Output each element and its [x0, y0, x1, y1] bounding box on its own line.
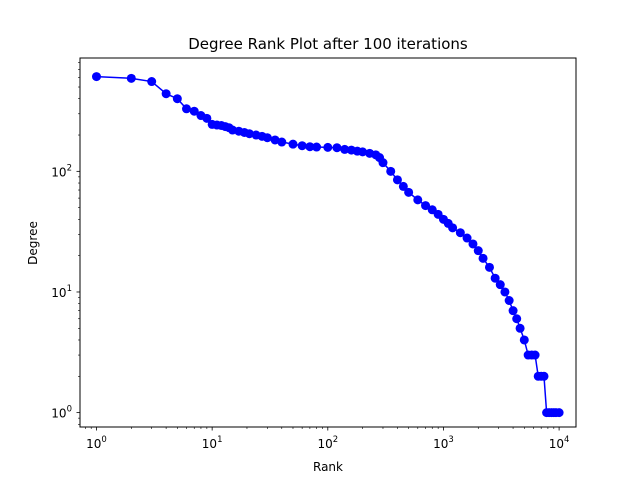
data-point	[147, 77, 157, 87]
y-axis-label: Degree	[26, 221, 40, 265]
x-tick-label: 104	[549, 435, 570, 451]
data-point	[398, 181, 408, 191]
data-point	[508, 306, 518, 316]
data-point	[495, 280, 505, 290]
data-point	[515, 323, 525, 333]
data-point	[92, 72, 101, 82]
data-point	[340, 144, 350, 154]
data-point	[312, 142, 322, 152]
data-point	[172, 94, 182, 104]
data-point	[554, 408, 564, 418]
x-axis-label: Rank	[313, 460, 343, 474]
data-point	[512, 314, 522, 324]
y-tick-label: 102	[51, 163, 72, 179]
data-point	[519, 335, 529, 345]
data-point	[305, 142, 315, 152]
data-point	[332, 143, 342, 153]
data-point	[504, 296, 514, 305]
y-tick-label: 100	[51, 405, 72, 421]
x-tick-label: 100	[86, 435, 107, 451]
x-tick-label: 103	[433, 435, 454, 451]
data-point	[378, 158, 388, 168]
data-point	[473, 246, 483, 256]
x-tick-label: 102	[317, 435, 338, 451]
data-point	[539, 371, 549, 381]
y-tick-label: 101	[51, 284, 72, 300]
ticks-layer: 100 101 102 103 104 100 101 102	[51, 62, 569, 451]
data-point	[323, 142, 333, 152]
data-point	[484, 262, 494, 272]
data-point	[161, 89, 171, 99]
data-point	[277, 137, 287, 147]
data-point	[297, 141, 307, 151]
data-point	[392, 175, 402, 185]
data-point	[288, 139, 298, 149]
series-layer	[92, 72, 564, 418]
series-line	[96, 75, 560, 414]
data-point	[189, 106, 199, 116]
data-point	[500, 287, 510, 297]
data-point	[448, 223, 458, 233]
data-point	[468, 239, 478, 249]
plot-frame	[79, 57, 577, 428]
data-point	[413, 195, 423, 205]
data-point	[202, 113, 212, 123]
chart-title: Degree Rank Plot after 100 iterations	[188, 35, 468, 53]
data-point	[478, 253, 488, 263]
data-point	[404, 187, 414, 197]
data-point	[462, 233, 472, 243]
data-point	[262, 133, 272, 143]
data-point	[421, 201, 431, 211]
data-point	[244, 129, 254, 139]
data-point	[358, 147, 368, 157]
data-point	[455, 228, 465, 238]
data-point	[181, 104, 191, 114]
data-point	[126, 73, 136, 83]
data-point	[386, 166, 396, 176]
data-point	[530, 350, 540, 360]
data-point	[490, 273, 500, 283]
x-tick-label: 101	[202, 435, 223, 451]
